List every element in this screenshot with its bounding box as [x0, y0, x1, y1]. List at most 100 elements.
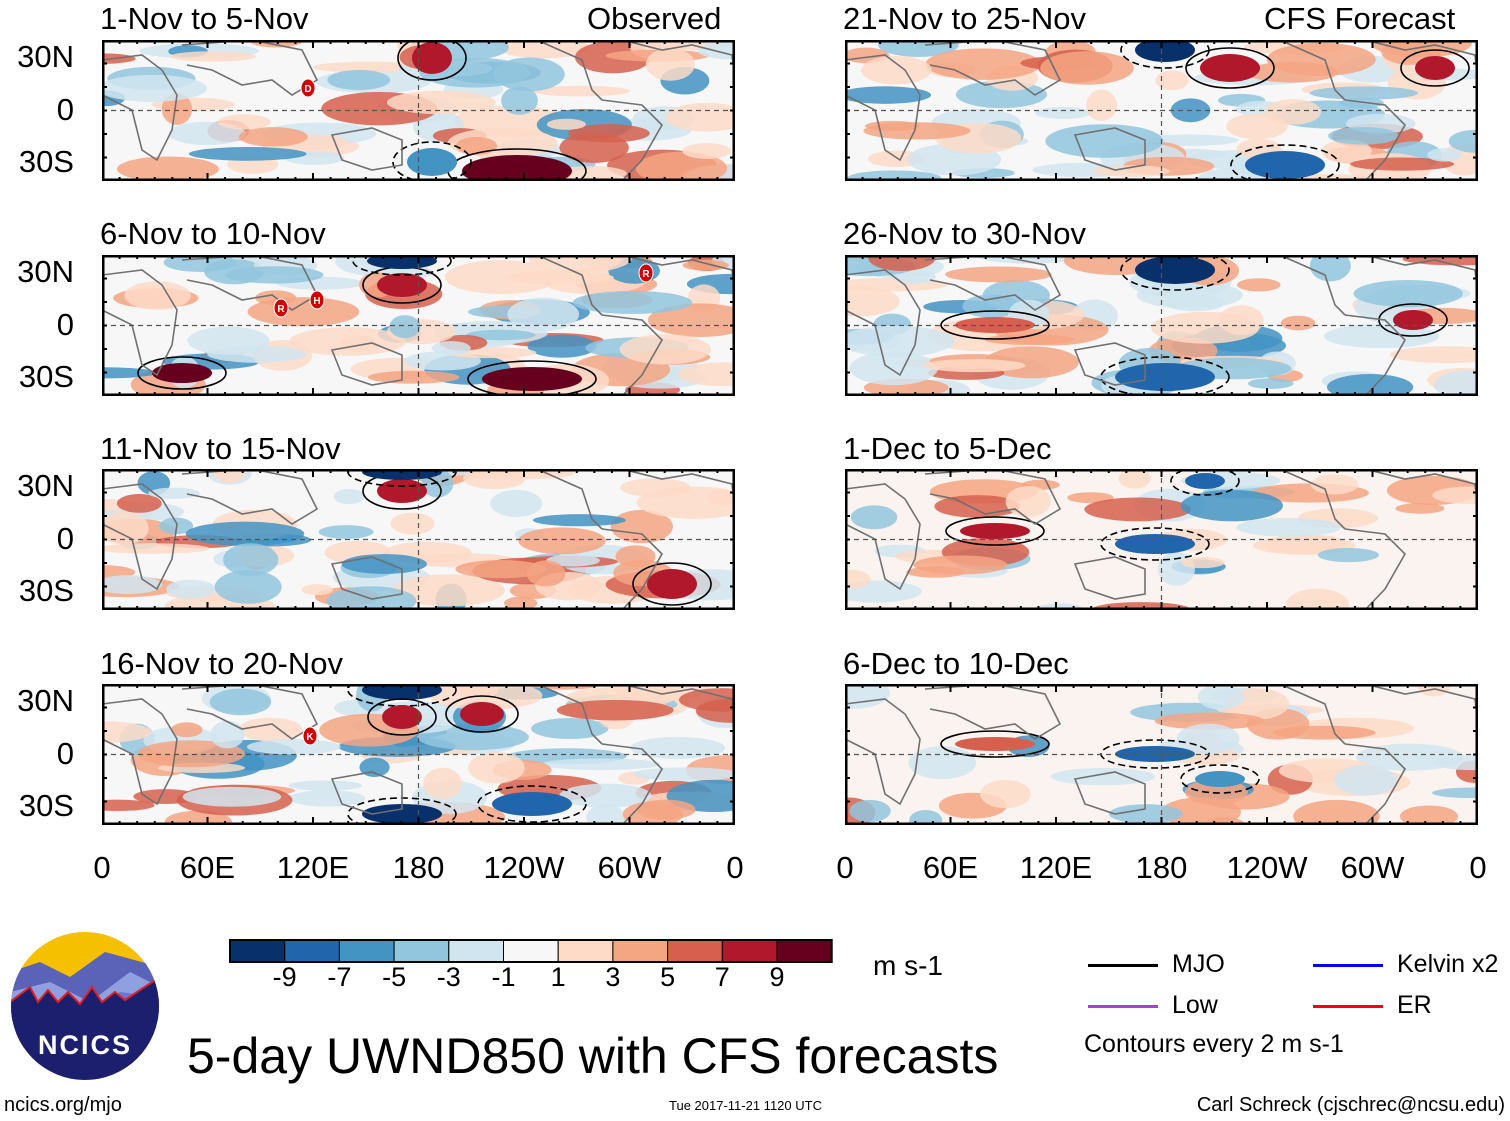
logo-text: NCICS	[38, 1030, 132, 1060]
anomaly-patch	[185, 521, 305, 546]
map-panel-forecast-1	[845, 40, 1478, 181]
anomaly-patch	[1280, 315, 1316, 331]
anomaly-patch	[460, 702, 504, 726]
colorbar-tick-label: -7	[327, 962, 352, 992]
anomaly-patch	[1286, 588, 1349, 610]
anomaly-patch	[849, 351, 938, 386]
anomaly-patch	[619, 334, 712, 365]
coastline	[102, 269, 178, 377]
anomaly-patch	[301, 584, 333, 596]
anomaly-patch	[312, 61, 425, 73]
anomaly-patch	[212, 469, 247, 484]
x-tick-label: 120W	[483, 850, 565, 885]
y-tick-label: 0	[56, 307, 74, 342]
colorbar-tick-label: 9	[769, 962, 785, 992]
coastline	[102, 483, 178, 591]
anomaly-patch	[333, 488, 365, 505]
y-tick-label: 30N	[17, 683, 74, 718]
colorbar-units: m s-1	[873, 950, 943, 981]
anomaly-patch	[327, 69, 391, 91]
anomaly-patch	[955, 737, 1035, 751]
colorbar-tick-label: -1	[491, 962, 516, 992]
coastline	[1344, 528, 1406, 610]
anomaly-patch	[362, 804, 442, 824]
anomaly-patch	[980, 779, 1031, 809]
anomaly-patch	[682, 143, 731, 159]
anomaly-patch	[288, 790, 366, 807]
anomaly-patch	[1389, 346, 1478, 364]
anomaly-patch	[845, 286, 900, 317]
anomaly-patch	[546, 554, 600, 567]
colorbar-swatch	[393, 939, 450, 963]
anomaly-patch	[610, 509, 673, 544]
map-panel-observed-1: D	[102, 40, 735, 181]
panel-title: 1-Dec to 5-Dec	[843, 431, 1052, 466]
anomaly-patch	[559, 783, 652, 808]
anomaly-patch	[148, 487, 200, 499]
anomaly-patch	[377, 479, 427, 503]
anomaly-patch	[462, 155, 572, 181]
panel-title: 16-Nov to 20-Nov	[100, 646, 343, 681]
coastline	[536, 255, 603, 316]
anomaly-patch	[1245, 151, 1325, 179]
colorbar-tick-label: 3	[605, 962, 621, 992]
anomaly-patch	[340, 335, 376, 353]
colorbar-swatch	[612, 939, 669, 963]
anomaly-patch	[246, 739, 341, 755]
y-tick-label: 30S	[18, 573, 74, 608]
anomaly-patch	[1293, 799, 1380, 825]
mjo-contour	[1400, 49, 1470, 87]
mjo-contour	[1170, 469, 1240, 496]
anomaly-patch	[568, 124, 650, 143]
mjo-contour	[367, 698, 437, 736]
footer-timestamp: Tue 2017-11-21 1120 UTC	[669, 1098, 822, 1113]
mjo-contour	[940, 310, 1050, 340]
anomaly-patch	[1093, 165, 1170, 177]
anomaly-patch	[1399, 805, 1459, 825]
panel-title: 26-Nov to 30-Nov	[843, 216, 1086, 251]
coastline	[924, 40, 1062, 96]
anomaly-patch	[1309, 255, 1351, 282]
colorbar-swatch	[721, 939, 778, 963]
colorbar-tick-label: -5	[382, 962, 407, 992]
anomaly-patch	[238, 127, 308, 147]
coastline	[330, 342, 403, 386]
footer-url[interactable]: ncics.org/mjo	[4, 1094, 122, 1116]
anomaly-patch	[1050, 767, 1156, 786]
legend-line	[1313, 1005, 1383, 1008]
panel-title: 11-Nov to 15-Nov	[100, 431, 341, 466]
anomaly-patch	[124, 281, 191, 310]
storm-marker: H	[309, 290, 325, 310]
y-tick-label: 30N	[17, 254, 74, 289]
anomaly-patch	[707, 490, 735, 506]
anomaly-patch	[1115, 534, 1195, 554]
colorbar	[229, 939, 833, 963]
colorbar-swatch	[667, 939, 723, 963]
anomaly-patch	[455, 560, 546, 579]
anomaly-patch	[102, 721, 152, 743]
anomaly-patch	[102, 799, 155, 811]
anomaly-patch	[1236, 518, 1342, 537]
anomaly-patch	[116, 494, 162, 513]
ncics-logo: NCICS	[11, 932, 159, 1080]
anomaly-patch	[501, 86, 538, 115]
anomaly-patch	[847, 170, 942, 181]
coastline	[536, 469, 603, 530]
anomaly-patch	[367, 370, 460, 384]
anomaly-patch	[1185, 473, 1225, 489]
panel-title: 1-Nov to 5-Nov	[100, 1, 309, 36]
anomaly-patch	[218, 114, 271, 130]
anomaly-patch	[1433, 370, 1478, 396]
anomaly-patch	[955, 317, 1035, 333]
colorbar-tick-label: 7	[714, 962, 730, 992]
coastline	[845, 698, 921, 806]
coastline	[330, 127, 403, 171]
anomaly-patch	[1118, 469, 1151, 489]
mjo-contour	[940, 730, 1050, 758]
x-tick-label: 60E	[179, 850, 236, 885]
anomaly-patch	[1067, 492, 1114, 504]
storm-marker: D	[300, 78, 316, 98]
mjo-contour	[945, 516, 1045, 546]
colorbar-swatch	[448, 939, 505, 963]
anomaly-patch	[586, 803, 626, 825]
